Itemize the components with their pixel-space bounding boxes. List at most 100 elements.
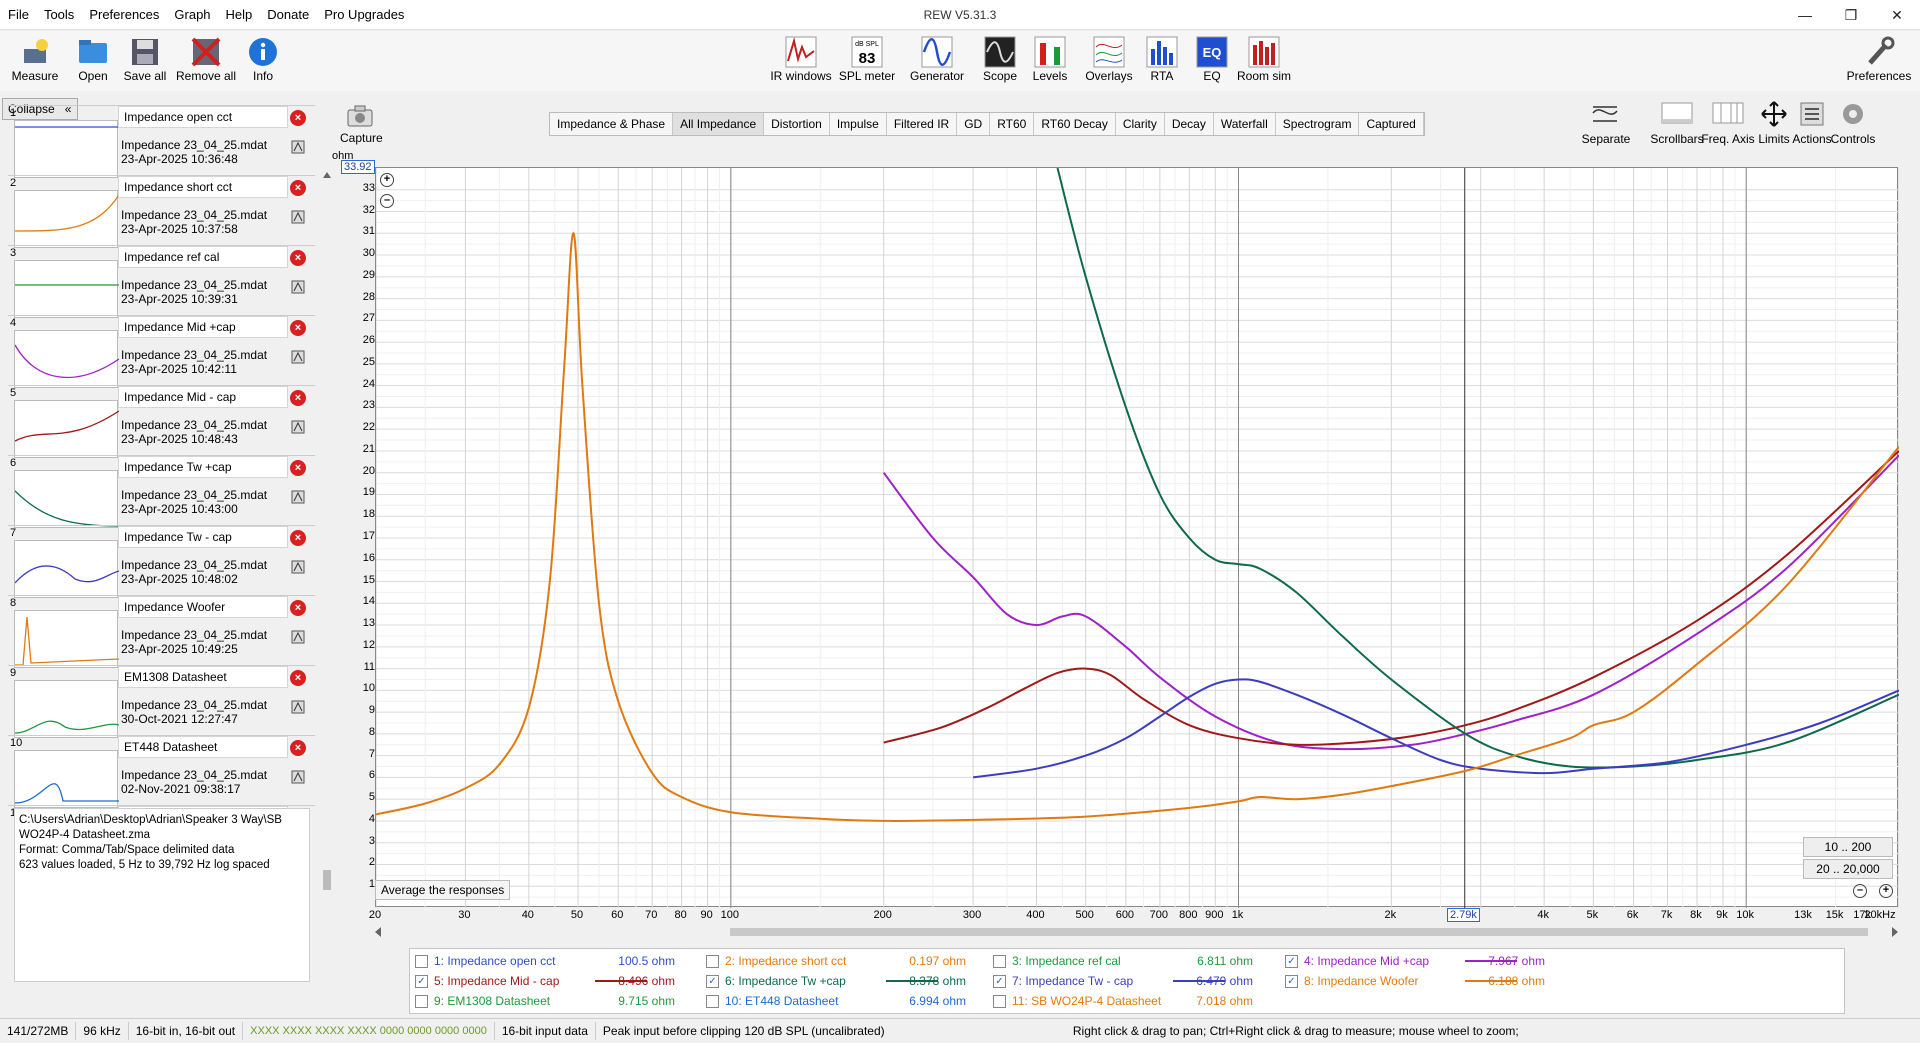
menu-preferences[interactable]: Preferences (89, 7, 160, 22)
measurement-item[interactable]: 5 Impedance Mid - cap Impedance 23_04_25.m… (8, 385, 315, 458)
legend-item[interactable]: 1: Impedance open cct 100.5 ohm (415, 952, 705, 970)
restore-button[interactable]: ❐ (1844, 6, 1858, 23)
zoom-out-icon[interactable]: – (380, 194, 394, 208)
tab-all-impedance[interactable]: All Impedance (673, 113, 765, 135)
legend-item[interactable]: ✓ 5: Impedance Mid - cap 8.496 ohm (415, 972, 705, 990)
zoom-out-icon[interactable]: – (1853, 884, 1867, 898)
separate-button[interactable]: Separate (1576, 99, 1636, 146)
legend-checkbox[interactable] (415, 954, 428, 968)
range-20-20000-button[interactable]: 20 .. 20,000 (1803, 859, 1893, 879)
delete-measurement-icon[interactable]: × (290, 740, 306, 756)
legend-item[interactable]: 10: ET448 Datasheet 6.994 ohm (706, 992, 996, 1010)
tab-filtered-ir[interactable]: Filtered IR (887, 113, 958, 135)
measurement-item[interactable]: 10 ET448 Datasheet Impedance 23_04_25.mdat… (8, 735, 315, 808)
measurement-name-field[interactable]: Impedance Tw - cap (118, 526, 288, 548)
measurement-tools-icon[interactable] (291, 420, 305, 434)
menu-tools[interactable]: Tools (43, 7, 75, 22)
measurement-item[interactable]: 8 Impedance Woofer Impedance 23_04_25.mdat… (8, 595, 315, 668)
measurement-thumbnail[interactable] (14, 680, 120, 738)
legend-checkbox[interactable] (706, 994, 719, 1008)
measurement-tools-icon[interactable] (291, 210, 305, 224)
delete-measurement-icon[interactable]: × (290, 460, 306, 476)
generator-button[interactable]: Generator (904, 35, 970, 83)
rta-button[interactable]: RTA (1129, 35, 1195, 83)
legend-checkbox[interactable]: ✓ (1285, 974, 1298, 988)
remove-all-button[interactable]: Remove all (173, 35, 239, 83)
measurement-name-field[interactable]: Impedance Mid - cap (118, 386, 288, 408)
menu-help[interactable]: Help (225, 7, 253, 22)
tab-distortion[interactable]: Distortion (764, 113, 830, 135)
measurement-tools-icon[interactable] (291, 770, 305, 784)
tab-gd[interactable]: GD (957, 113, 991, 135)
measurement-item[interactable]: 6 Impedance Tw +cap Impedance 23_04_25.mda… (8, 455, 315, 528)
delete-measurement-icon[interactable]: × (290, 320, 306, 336)
menu-file[interactable]: File (8, 7, 29, 22)
measurement-tools-icon[interactable] (291, 490, 305, 504)
eq-button[interactable]: EQ EQ (1179, 35, 1245, 83)
measurement-thumbnail[interactable] (14, 750, 119, 808)
measurement-item[interactable]: 9 EM1308 Datasheet Impedance 23_04_25.mdat… (8, 665, 315, 738)
range-10-200-button[interactable]: 10 .. 200 (1803, 837, 1893, 857)
capture-button[interactable]: Capture (340, 104, 383, 145)
open-button[interactable]: Open (60, 35, 126, 83)
limits-button[interactable]: Limits (1744, 99, 1804, 146)
measurement-tools-icon[interactable] (291, 700, 305, 714)
zoom-in-icon[interactable]: + (380, 173, 394, 187)
legend-item[interactable]: ✓ 7: Impedance Tw - cap 6.479 ohm (993, 972, 1283, 990)
menu-donate[interactable]: Donate (267, 7, 310, 22)
measurement-thumbnail[interactable] (14, 540, 120, 598)
average-responses-button[interactable]: Average the responses (375, 880, 511, 900)
spl-meter-button[interactable]: dB SPL 83 SPL meter (834, 35, 900, 83)
tab-impulse[interactable]: Impulse (830, 113, 887, 135)
room-sim-button[interactable]: Room sim (1231, 35, 1297, 83)
close-button[interactable]: ✕ (1891, 6, 1903, 23)
measurement-thumbnail[interactable] (14, 190, 120, 248)
measurement-thumbnail[interactable] (14, 400, 120, 458)
minimize-button[interactable]: — (1798, 7, 1812, 23)
measurement-name-field[interactable]: Impedance short cct (118, 176, 288, 198)
measurement-name-field[interactable]: Impedance open cct (118, 106, 288, 128)
legend-checkbox[interactable] (415, 994, 428, 1008)
measurement-item[interactable]: 4 Impedance Mid +cap Impedance 23_04_25.md… (8, 315, 315, 388)
delete-measurement-icon[interactable]: × (290, 600, 306, 616)
delete-measurement-icon[interactable]: × (290, 180, 306, 196)
delete-measurement-icon[interactable]: × (290, 110, 306, 126)
save-all-button[interactable]: Save all (112, 35, 178, 83)
delete-measurement-icon[interactable]: × (290, 390, 306, 406)
measure-button[interactable]: Measure (2, 35, 68, 83)
tab-waterfall[interactable]: Waterfall (1214, 113, 1276, 135)
legend-item[interactable]: ✓ 4: Impedance Mid +cap 7.967 ohm (1285, 952, 1575, 970)
delete-measurement-icon[interactable]: × (290, 670, 306, 686)
measurement-name-field[interactable]: ET448 Datasheet (118, 736, 288, 758)
preferences-button[interactable]: Preferences (1843, 35, 1915, 83)
measurement-thumbnail[interactable] (14, 120, 119, 178)
measurement-thumbnail[interactable] (14, 330, 120, 388)
tab-rt60-decay[interactable]: RT60 Decay (1034, 113, 1116, 135)
measurement-tools-icon[interactable] (291, 280, 305, 294)
measurement-thumbnail[interactable] (14, 470, 120, 528)
legend-item[interactable]: 9: EM1308 Datasheet 9.715 ohm (415, 992, 705, 1010)
delete-measurement-icon[interactable]: × (290, 250, 306, 266)
legend-checkbox[interactable]: ✓ (1285, 954, 1298, 968)
legend-item[interactable]: 2: Impedance short cct 0.197 ohm (706, 952, 996, 970)
measurement-tools-icon[interactable] (291, 560, 305, 574)
controls-button[interactable]: Controls (1823, 99, 1883, 146)
measurement-item[interactable]: 1 Impedance open cct Impedance 23_04_25.md… (8, 105, 315, 178)
measurement-name-field[interactable]: Impedance Mid +cap (118, 316, 288, 338)
ir-windows-button[interactable]: IR windows (768, 35, 834, 83)
measurement-name-field[interactable]: Impedance Tw +cap (118, 456, 288, 478)
scrollbars-button[interactable]: Scrollbars (1647, 99, 1707, 146)
delete-measurement-icon[interactable]: × (290, 530, 306, 546)
graph-scrollbar[interactable] (375, 926, 1898, 938)
scope-button[interactable]: Scope (967, 35, 1033, 83)
legend-checkbox[interactable] (993, 954, 1006, 968)
actions-button[interactable]: Actions (1782, 99, 1842, 146)
tab-spectrogram[interactable]: Spectrogram (1276, 113, 1360, 135)
impedance-graph[interactable] (375, 167, 1899, 908)
legend-checkbox[interactable]: ✓ (415, 974, 428, 988)
measurement-tools-icon[interactable] (291, 630, 305, 644)
legend-item[interactable]: 3: Impedance ref cal 6.811 ohm (993, 952, 1283, 970)
legend-checkbox[interactable] (706, 954, 719, 968)
graph-canvas[interactable] (376, 168, 1899, 908)
legend-checkbox[interactable] (993, 994, 1006, 1008)
